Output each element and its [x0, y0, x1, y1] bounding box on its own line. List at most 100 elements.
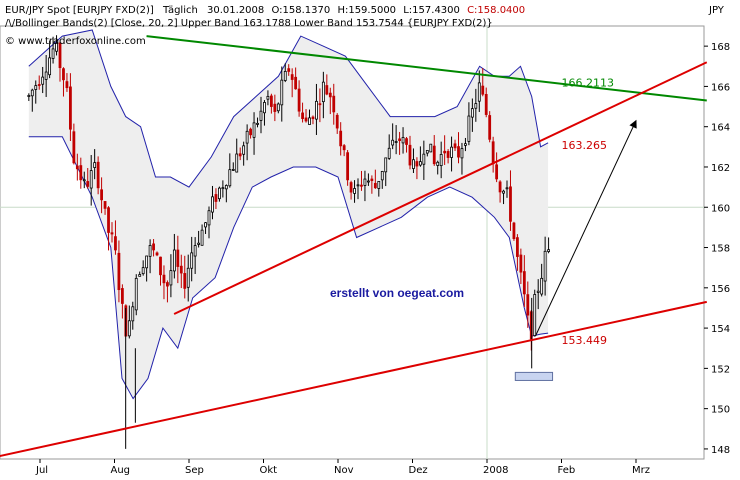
header-line2: /\/Bollinger Bands(2) [Close, 20, 2] Upp… — [5, 18, 493, 29]
candle — [488, 111, 492, 143]
candle-body — [200, 229, 204, 246]
candle-body — [422, 153, 426, 165]
candle-body — [474, 103, 478, 109]
candle-body — [176, 249, 180, 267]
candle-body — [283, 70, 287, 81]
x-tick-label: Okt — [260, 465, 278, 476]
candle — [512, 221, 516, 241]
candle — [231, 162, 235, 171]
candle — [509, 170, 512, 231]
chart-header: EUR/JPY Spot [EURJPY FXD(2)] Täglich 30.… — [5, 5, 725, 47]
candle — [120, 284, 124, 319]
candle — [204, 222, 207, 234]
candle-body — [162, 274, 166, 284]
candle-body — [332, 95, 336, 113]
candle-body — [41, 76, 45, 85]
candle — [34, 80, 38, 104]
candle-body — [69, 86, 72, 130]
candle-body — [401, 137, 405, 144]
candle-body — [516, 237, 519, 257]
candle — [367, 173, 370, 186]
candle-body — [65, 81, 69, 89]
candle-body — [148, 245, 152, 257]
candle-body — [304, 117, 308, 122]
candle — [155, 251, 159, 257]
candle-body — [193, 245, 197, 257]
red-trendline — [173, 61, 708, 315]
candle — [58, 40, 62, 82]
level-labels: 166.2113 163.265 153.449 — [562, 76, 615, 347]
candle — [321, 71, 325, 119]
candle — [425, 150, 429, 157]
candle — [384, 157, 388, 187]
candle — [30, 88, 34, 112]
candle-body — [79, 165, 83, 181]
candle — [477, 70, 481, 112]
candle — [394, 125, 398, 155]
candle-body — [48, 57, 52, 76]
candle-body — [405, 138, 408, 145]
candle — [41, 66, 45, 94]
candle-body — [346, 152, 350, 181]
candle — [245, 124, 249, 161]
y-tick-label: 154 — [711, 324, 730, 335]
credit-annotation: erstellt von oegeat.com — [330, 286, 464, 300]
candle-body — [224, 185, 228, 190]
candle-body — [27, 94, 31, 97]
candle-body — [169, 270, 173, 286]
y-tick-label: 164 — [711, 123, 730, 134]
y-tick-label: 150 — [711, 405, 730, 416]
candle-body — [72, 131, 76, 164]
candle-body — [512, 222, 516, 239]
candle-body — [443, 150, 447, 154]
x-tick-label: Dez — [409, 465, 428, 476]
candle — [89, 155, 93, 206]
candle-body — [221, 187, 225, 190]
candle — [342, 144, 346, 157]
candle — [75, 153, 79, 181]
candle — [27, 93, 31, 101]
header-open: O:158.1370 — [271, 5, 330, 16]
candle-body — [166, 282, 169, 287]
candle-body — [207, 210, 211, 226]
candle-body — [89, 170, 93, 189]
candle-body — [297, 88, 301, 112]
candle — [304, 109, 308, 123]
candle-body — [82, 179, 86, 182]
candle-body — [231, 169, 235, 171]
candle-body — [481, 85, 485, 95]
candle — [172, 233, 176, 279]
candle-body — [446, 151, 450, 158]
candle — [398, 131, 401, 155]
candle-body — [450, 146, 453, 158]
candle — [505, 180, 509, 198]
candle-body — [315, 100, 318, 120]
candle — [214, 188, 218, 210]
candle — [110, 222, 114, 243]
candle — [252, 112, 256, 155]
candle-body — [96, 161, 100, 189]
candle — [301, 102, 304, 123]
candle-body — [353, 188, 356, 194]
candle — [166, 280, 169, 303]
candle — [481, 68, 485, 97]
candle — [266, 90, 270, 106]
candle-body — [127, 320, 131, 337]
candle — [318, 88, 322, 123]
candle — [443, 135, 447, 165]
candle — [335, 113, 339, 134]
candle-body — [155, 252, 159, 256]
candle-body — [453, 143, 457, 149]
candle — [311, 115, 315, 125]
candle-body — [34, 85, 38, 90]
candle — [159, 256, 162, 286]
candle-body — [211, 196, 214, 213]
candle — [332, 83, 336, 125]
candle — [540, 263, 544, 297]
candle-body — [380, 171, 384, 181]
candle-body — [172, 249, 176, 272]
candle — [197, 230, 201, 248]
candle-body — [114, 236, 117, 251]
candle — [457, 132, 460, 164]
